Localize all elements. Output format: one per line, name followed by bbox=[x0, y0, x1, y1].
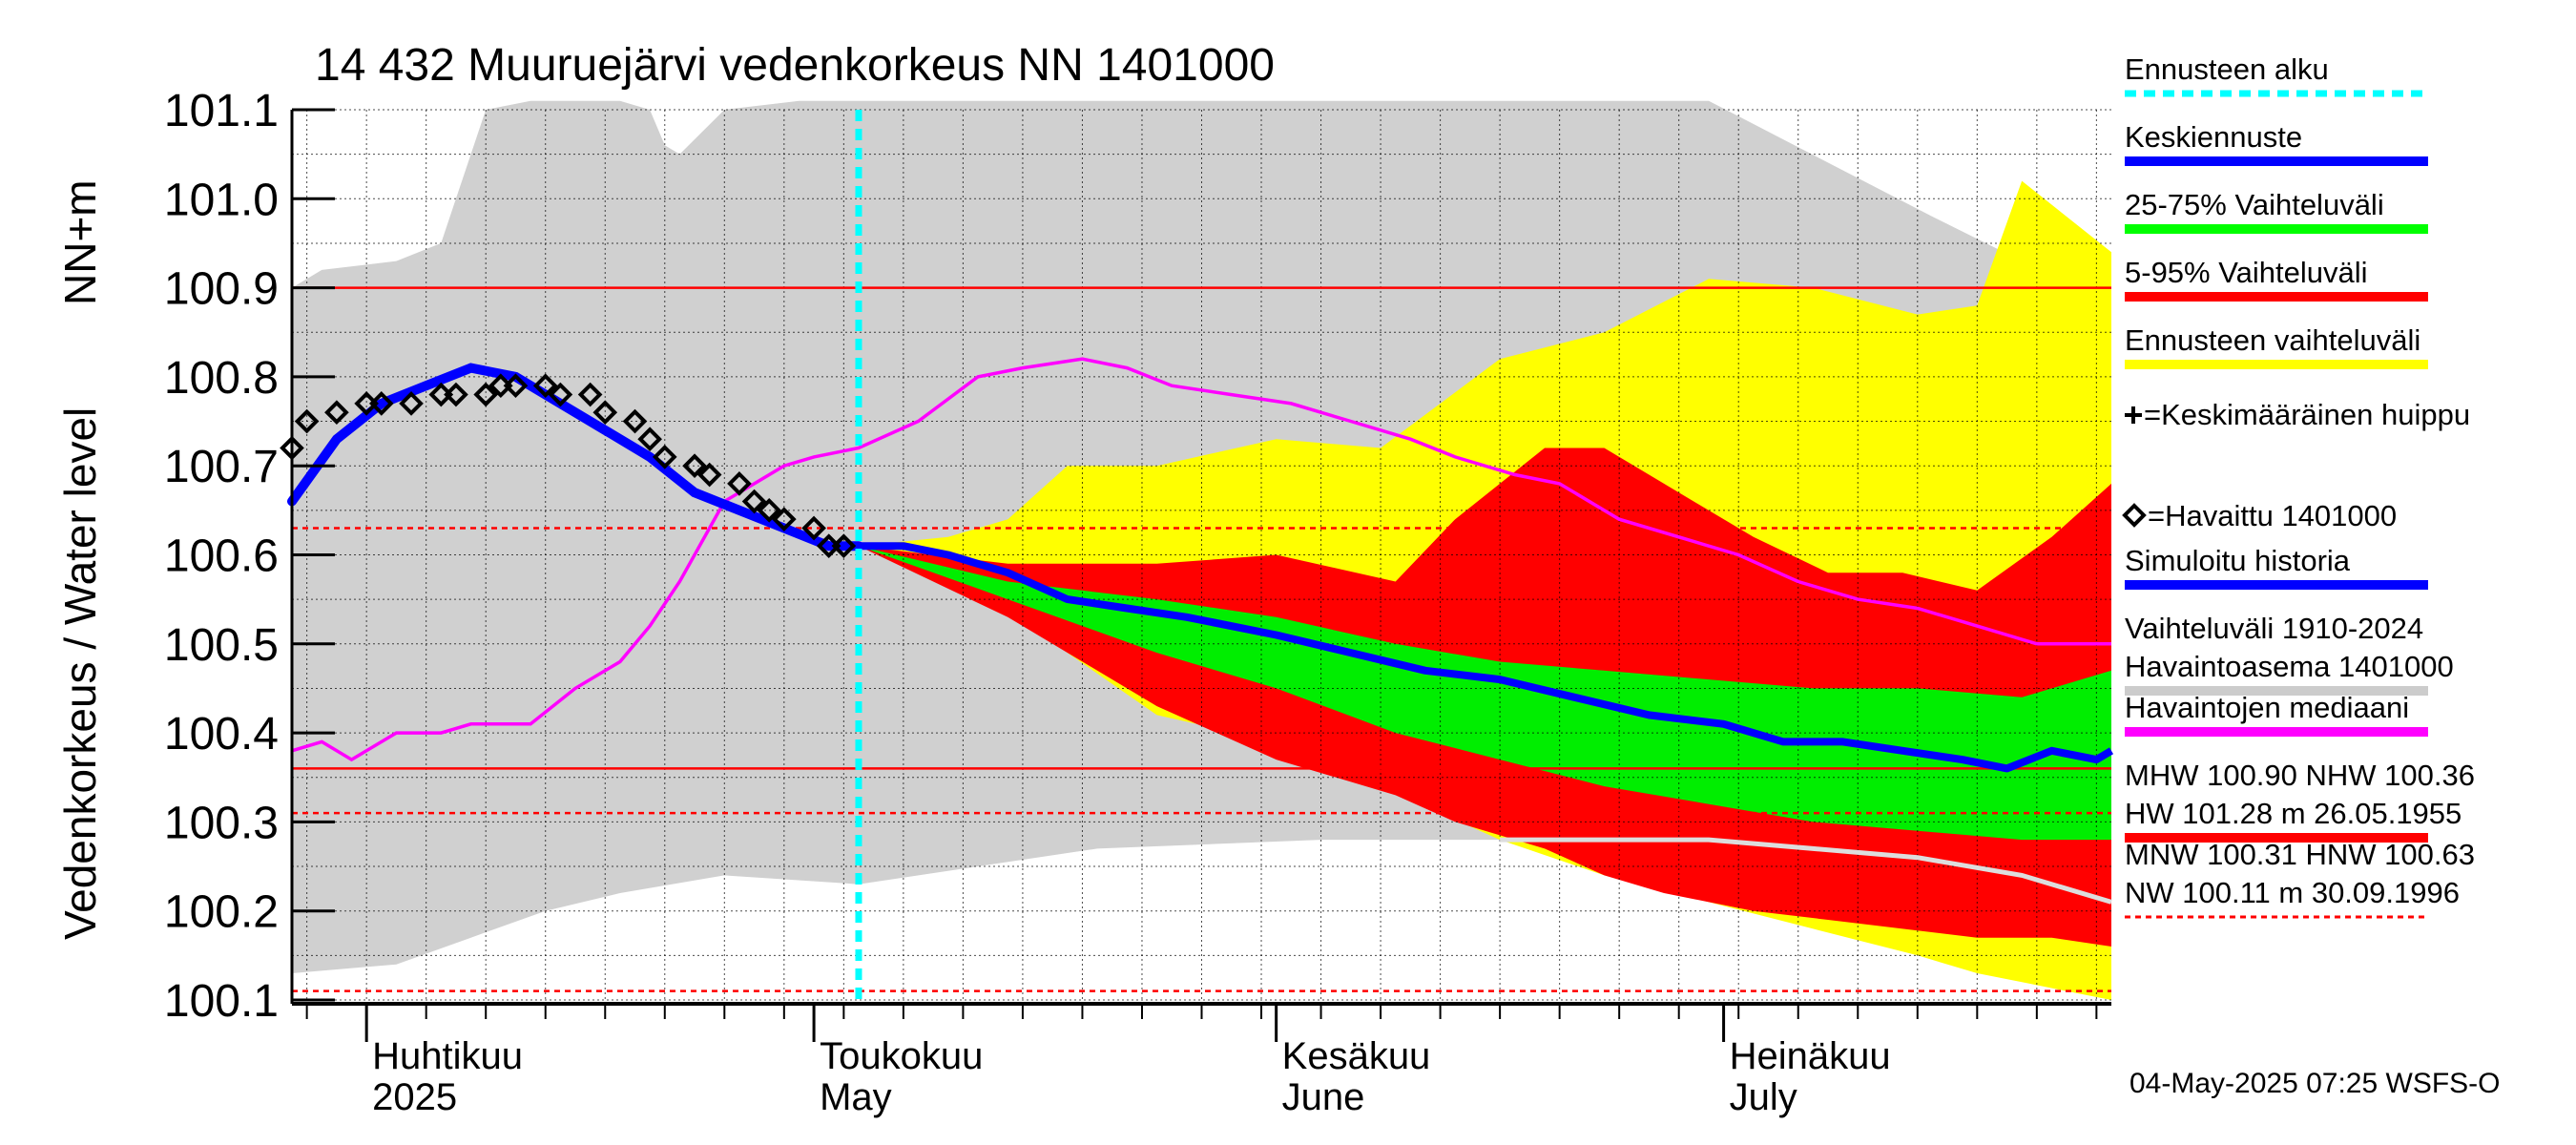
legend-label: Vaihteluväli 1910-2024 bbox=[2125, 612, 2423, 645]
observed-point bbox=[577, 382, 603, 407]
month-sublabel: 2025 bbox=[372, 1076, 457, 1118]
legend-label: Keskiennuste bbox=[2125, 120, 2302, 154]
month-label: Huhtikuu bbox=[372, 1035, 523, 1077]
legend-label: MHW 100.90 NHW 100.36 bbox=[2125, 759, 2475, 792]
legend-item: Ennusteen vaihteluväli bbox=[2125, 323, 2428, 369]
legend-label: 5-95% Vaihteluväli bbox=[2125, 256, 2367, 289]
chart-title: 14 432 Muuruejärvi vedenkorkeus NN 14010… bbox=[315, 40, 1275, 91]
footer-timestamp: 04-May-2025 07:25 WSFS-O bbox=[2129, 1068, 2501, 1099]
diamond-icon bbox=[2122, 503, 2147, 528]
y-tick-label: 100.8 bbox=[164, 353, 279, 404]
legend-item: Vaihteluväli 1910-2024 Havaintoasema 140… bbox=[2125, 612, 2454, 696]
legend-item: =Keskimääräinen huippu bbox=[2125, 398, 2470, 431]
plus-icon bbox=[2125, 406, 2142, 424]
legend-label-line2: HW 101.28 m 26.05.1955 bbox=[2125, 797, 2462, 830]
month-sublabel: May bbox=[820, 1076, 892, 1118]
observed-point bbox=[324, 400, 349, 426]
observed-point bbox=[503, 373, 529, 399]
y-tick-label: 100.9 bbox=[164, 264, 279, 315]
median-line bbox=[291, 357, 2111, 762]
observed-point bbox=[368, 391, 394, 416]
legend-item: 5-95% Vaihteluväli bbox=[2125, 256, 2428, 302]
month-sublabel: July bbox=[1730, 1076, 1797, 1118]
legend-label: =Keskimääräinen huippu bbox=[2144, 398, 2470, 431]
legend-label: =Havaittu 1401000 bbox=[2148, 499, 2397, 532]
y-tick-label: 100.5 bbox=[164, 620, 279, 671]
legend-item: MHW 100.90 NHW 100.36 HW 101.28 m 26.05.1… bbox=[2125, 759, 2475, 843]
legend-label: Ennusteen alku bbox=[2125, 52, 2329, 86]
y-tick-label: 100.3 bbox=[164, 798, 279, 848]
observed-point bbox=[637, 427, 662, 452]
band-layer bbox=[292, 100, 2111, 1001]
observed-point bbox=[444, 382, 468, 407]
y-axis-unit-label: NN+m bbox=[55, 179, 105, 305]
observed-point bbox=[548, 382, 573, 407]
y-tick-label: 100.4 bbox=[164, 709, 279, 760]
observed-point bbox=[831, 533, 857, 558]
legend-label: MNW 100.31 HNW 100.63 bbox=[2125, 838, 2475, 871]
grid-layer bbox=[292, 109, 2111, 1001]
month-label: Toukokuu bbox=[820, 1035, 983, 1077]
observed-point bbox=[622, 408, 648, 434]
observed-point bbox=[696, 462, 722, 488]
y-tick-label: 100.2 bbox=[164, 887, 279, 938]
y-tick-label: 101.0 bbox=[164, 175, 279, 225]
legend-label: Havaintojen mediaani bbox=[2125, 691, 2409, 724]
legend-item: MNW 100.31 HNW 100.63 NW 100.11 m 30.09.1… bbox=[2125, 838, 2475, 919]
legend: Ennusteen alku Keskiennuste 25-75% Vaihtel… bbox=[2122, 52, 2475, 919]
observed-point bbox=[294, 408, 320, 434]
axes: 101.1 101.0 100.9 100.8 100.7 100.6 100.5 100.4… bbox=[164, 86, 2111, 1118]
legend-label: Simuloitu historia bbox=[2125, 544, 2351, 577]
observed-point bbox=[592, 400, 618, 426]
legend-label-line2: Havaintoasema 1401000 bbox=[2125, 650, 2454, 683]
historical-minimum-line bbox=[1500, 837, 2112, 905]
y-tick-label: 100.1 bbox=[164, 976, 279, 1027]
legend-label: Ennusteen vaihteluväli bbox=[2125, 323, 2420, 357]
observed-point bbox=[652, 445, 677, 469]
legend-item: Keskiennuste bbox=[2125, 120, 2428, 166]
legend-item: Ennusteen alku bbox=[2125, 52, 2428, 97]
observed-point bbox=[682, 453, 707, 479]
month-label: Kesäkuu bbox=[1282, 1035, 1431, 1077]
observed-point bbox=[771, 507, 797, 532]
legend-item: 25-75% Vaihteluväli bbox=[2125, 188, 2428, 234]
legend-label: 25-75% Vaihteluväli bbox=[2125, 188, 2384, 221]
observed-point bbox=[727, 471, 752, 496]
y-tick-label: 100.7 bbox=[164, 442, 279, 492]
legend-label-line2: NW 100.11 m 30.09.1996 bbox=[2125, 876, 2460, 909]
observed-point bbox=[741, 489, 767, 514]
legend-item: Simuloitu historia bbox=[2125, 544, 2428, 590]
observed-point bbox=[757, 498, 782, 523]
y-axis-label: Vedenkorkeus / Water level bbox=[55, 407, 105, 940]
month-label: Heinäkuu bbox=[1730, 1035, 1891, 1077]
mean-forecast-line bbox=[859, 542, 2114, 773]
range-25-75-band bbox=[859, 546, 2111, 841]
observed-point bbox=[801, 515, 826, 541]
y-tick-label: 101.1 bbox=[164, 86, 279, 136]
legend-item: =Havaittu 1401000 bbox=[2122, 499, 2397, 532]
legend-item: Havaintojen mediaani bbox=[2125, 691, 2428, 737]
reference-lines bbox=[292, 286, 2111, 992]
month-sublabel: June bbox=[1282, 1076, 1365, 1118]
observed-point bbox=[473, 382, 499, 407]
observed-point bbox=[399, 391, 424, 416]
observed-point bbox=[532, 373, 558, 399]
y-tick-label: 100.6 bbox=[164, 531, 279, 582]
